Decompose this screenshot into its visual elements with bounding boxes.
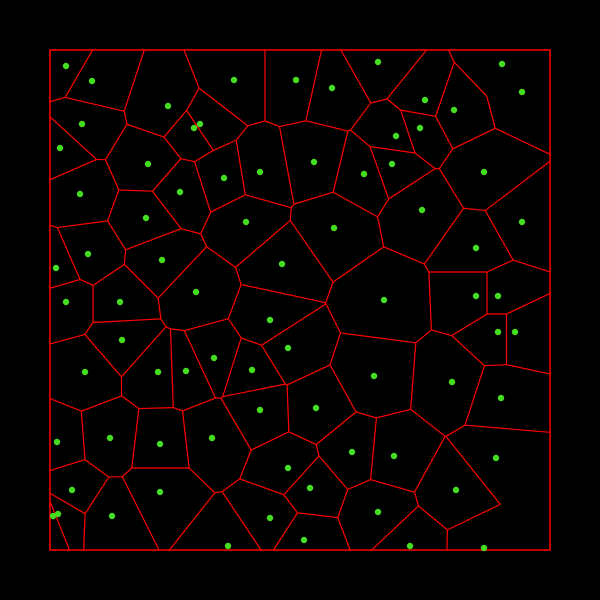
generator-point (57, 145, 63, 151)
generator-point (63, 299, 69, 305)
generator-point (393, 133, 399, 139)
generator-point (279, 261, 285, 267)
generator-point (407, 543, 413, 549)
generator-point (285, 465, 291, 471)
generator-point (375, 59, 381, 65)
generator-point (165, 103, 171, 109)
generator-point (371, 373, 377, 379)
generator-point (417, 125, 423, 131)
generator-point (197, 121, 203, 127)
generator-point (293, 77, 299, 83)
generator-point (313, 405, 319, 411)
generator-point (285, 345, 291, 351)
generator-point (145, 161, 151, 167)
generator-point (77, 191, 83, 197)
generator-point (493, 455, 499, 461)
generator-point (225, 543, 231, 549)
generator-point (85, 251, 91, 257)
generator-point (177, 189, 183, 195)
generator-point (495, 329, 501, 335)
generator-point (54, 439, 60, 445)
generator-point (419, 207, 425, 213)
generator-point (183, 368, 189, 374)
generator-point (381, 297, 387, 303)
voronoi-edges (50, 50, 550, 550)
generator-point (79, 121, 85, 127)
generator-point (449, 379, 455, 385)
generator-point (63, 63, 69, 69)
generator-point (155, 369, 161, 375)
generator-point (329, 85, 335, 91)
generator-point (267, 515, 273, 521)
generator-point (209, 435, 215, 441)
generator-point (55, 511, 61, 517)
generator-point (243, 219, 249, 225)
generator-point (109, 513, 115, 519)
generator-point (349, 449, 355, 455)
generator-point (519, 89, 525, 95)
generator-point (117, 299, 123, 305)
generator-point (221, 175, 227, 181)
generator-point (391, 453, 397, 459)
generator-point (267, 317, 273, 323)
generator-point (473, 293, 479, 299)
generator-point (53, 265, 59, 271)
generator-point (498, 395, 504, 401)
generator-point (119, 337, 125, 343)
generator-point (453, 487, 459, 493)
generator-point (159, 257, 165, 263)
generator-point (481, 169, 487, 175)
generator-point (301, 537, 307, 543)
generator-point (69, 487, 75, 493)
generator-point (499, 61, 505, 67)
voronoi-diagram (0, 0, 600, 600)
generator-point (143, 215, 149, 221)
generator-point (231, 77, 237, 83)
generator-point (519, 219, 525, 225)
generator-point (512, 329, 518, 335)
generator-point (495, 293, 501, 299)
generator-point (82, 369, 88, 375)
generator-point (89, 78, 95, 84)
generator-point (257, 407, 263, 413)
generator-point (451, 107, 457, 113)
generator-point (191, 125, 197, 131)
generator-point (249, 367, 255, 373)
generator-point (257, 169, 263, 175)
generator-point (422, 97, 428, 103)
generator-point (331, 225, 337, 231)
generator-point (211, 355, 217, 361)
generator-point (473, 245, 479, 251)
generator-point (307, 485, 313, 491)
generator-point (311, 159, 317, 165)
generator-point (107, 435, 113, 441)
generator-point (389, 161, 395, 167)
generator-point (375, 509, 381, 515)
generator-point (157, 441, 163, 447)
generator-point (157, 489, 163, 495)
generator-point (481, 545, 487, 551)
generator-point (193, 289, 199, 295)
generator-point (361, 171, 367, 177)
